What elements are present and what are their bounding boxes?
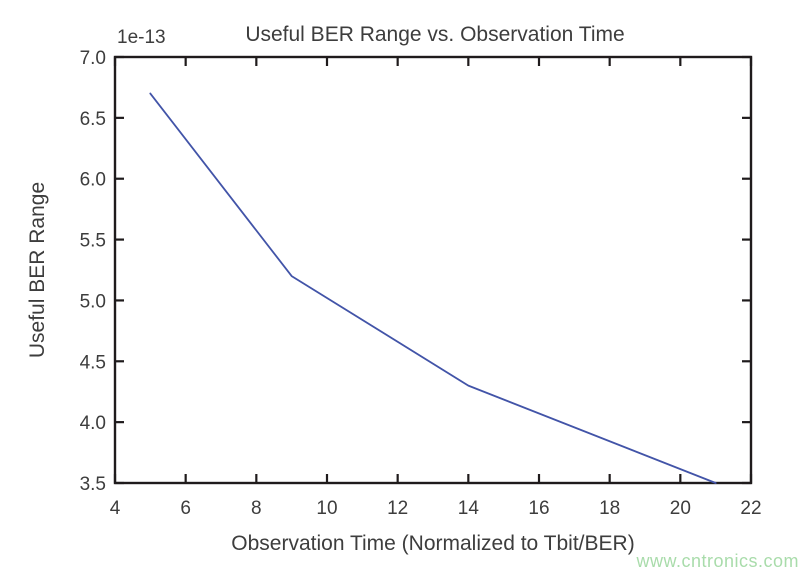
x-tick-label: 14 — [458, 498, 480, 519]
y-tick-label: 5.5 — [80, 231, 106, 252]
x-tick-label: 12 — [387, 498, 408, 519]
x-tick-label: 10 — [316, 498, 337, 519]
y-tick-label: 6.0 — [80, 170, 106, 191]
x-tick-label: 16 — [528, 498, 549, 519]
chart-title: Useful BER Range vs. Observation Time — [245, 23, 624, 46]
y-axis-offset-label: 1e-13 — [117, 27, 166, 48]
x-tick-label: 22 — [740, 498, 761, 519]
y-tick-label: 3.5 — [80, 474, 106, 495]
x-axis-label: Observation Time (Normalized to Tbit/BER… — [231, 532, 634, 555]
x-tick-label: 4 — [110, 498, 121, 519]
y-axis-label: Useful BER Range — [26, 182, 49, 358]
watermark: www.cntronics.com — [635, 551, 799, 571]
y-tick-label: 4.5 — [80, 352, 106, 373]
y-tick-label: 5.0 — [80, 291, 106, 312]
plot-border — [113, 55, 753, 485]
data-line — [149, 92, 717, 484]
y-tick-label: 4.0 — [80, 413, 106, 434]
x-tick-label: 20 — [670, 498, 691, 519]
x-tick-label: 18 — [599, 498, 620, 519]
axis-ticks: 4 6 8 10 12 14 16 18 20 22 3.5 4.0 4.5 5.0 5.5 6.0 6.5 7.… — [80, 48, 762, 519]
x-tick-label: 6 — [180, 498, 191, 519]
y-tick-label: 6.5 — [80, 109, 106, 130]
y-tick-label: 7.0 — [80, 48, 106, 69]
x-tick-label: 8 — [251, 498, 262, 519]
